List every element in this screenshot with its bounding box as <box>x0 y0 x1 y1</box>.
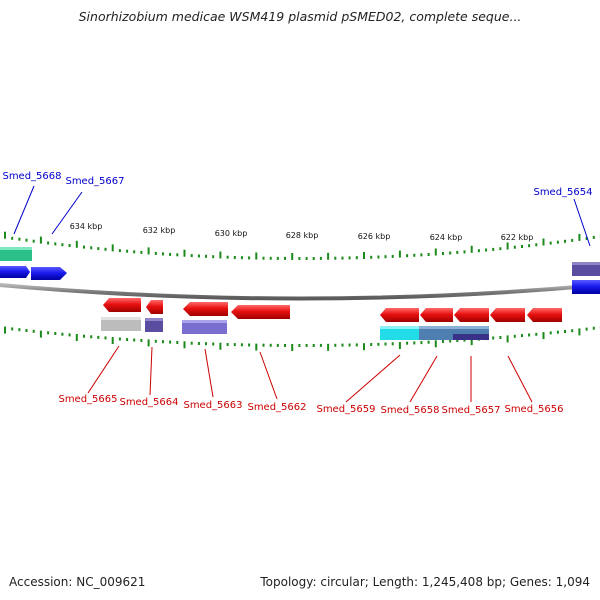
cog-track-reverse <box>101 317 489 340</box>
genome-backbone <box>0 283 600 301</box>
topology-summary: Topology: circular; Length: 1,245,408 bp… <box>260 575 590 589</box>
cog-bar <box>182 320 227 334</box>
gene-arrow-forward[interactable] <box>31 267 67 280</box>
leader-line <box>259 351 278 400</box>
cog-bar-highlight <box>182 320 227 323</box>
leader-line <box>13 185 35 235</box>
leader-line <box>409 355 438 403</box>
ruler-label: 630 kbp <box>215 229 248 238</box>
gene-arrow-forward[interactable] <box>0 266 30 278</box>
gene-arrow-reverse[interactable] <box>527 308 562 322</box>
cog-bar <box>453 334 489 340</box>
leader-line <box>345 354 401 403</box>
cog-bar-highlight <box>101 317 141 320</box>
cog-bar-highlight <box>572 262 600 265</box>
leader-line <box>573 198 591 247</box>
leader-line <box>204 348 214 398</box>
gene-label[interactable]: Smed_5664 <box>119 397 178 408</box>
ruler-label: 624 kbp <box>430 233 463 242</box>
gene-label[interactable]: Smed_5659 <box>316 404 375 415</box>
gene-label[interactable]: Smed_5662 <box>247 402 306 413</box>
gene-label[interactable]: Smed_5668 <box>2 171 61 182</box>
gene-label[interactable]: Smed_5667 <box>65 176 124 187</box>
gene-arrow-reverse[interactable] <box>490 308 525 322</box>
leader-line <box>51 191 83 235</box>
map-title: Sinorhizobium medicae WSM419 plasmid pSM… <box>78 9 522 24</box>
gene-arrow-reverse[interactable] <box>103 298 141 312</box>
reverse-genes[interactable] <box>103 298 562 322</box>
gene-arrow-reverse[interactable] <box>380 308 419 322</box>
ruler-label: 628 kbp <box>286 231 319 240</box>
gene-label[interactable]: Smed_5665 <box>58 394 117 405</box>
gene-arrow-reverse[interactable] <box>454 308 489 322</box>
cog-bar <box>145 318 163 332</box>
accession-label: Accession: NC_009621 <box>9 575 146 589</box>
gene-arrow-reverse[interactable] <box>183 302 228 316</box>
leader-line <box>87 345 120 394</box>
gene-label[interactable]: Smed_5654 <box>533 187 592 198</box>
cog-bar-highlight <box>380 326 419 329</box>
ruler-label: 622 kbp <box>501 233 534 242</box>
gene-arrow-reverse[interactable] <box>420 308 453 322</box>
forward-genes[interactable] <box>0 266 600 294</box>
gene-label[interactable]: Smed_5656 <box>504 404 563 415</box>
ruler-label: 634 kbp <box>70 222 103 231</box>
gene-arrow-reverse[interactable] <box>146 300 163 314</box>
gene-arrow-reverse[interactable] <box>231 305 290 319</box>
cog-bar-highlight <box>419 326 489 329</box>
cog-bar-highlight <box>0 247 32 250</box>
ruler-label: 632 kbp <box>143 226 176 235</box>
cog-bar-highlight <box>145 318 163 321</box>
cog-bar <box>572 262 600 276</box>
gene-label[interactable]: Smed_5663 <box>183 400 242 411</box>
gene-arrow-forward[interactable] <box>572 280 600 294</box>
ruler-ticks-lower <box>4 325 600 351</box>
cog-bar <box>0 247 32 261</box>
cog-bar <box>380 326 419 340</box>
leader-line <box>507 355 533 403</box>
cog-track-forward <box>0 247 600 276</box>
cog-bar <box>101 317 141 331</box>
gene-label[interactable]: Smed_5657 <box>441 405 500 416</box>
leader-line <box>149 346 153 396</box>
gene-label[interactable]: Smed_5658 <box>380 405 439 416</box>
ruler-label: 626 kbp <box>358 232 391 241</box>
